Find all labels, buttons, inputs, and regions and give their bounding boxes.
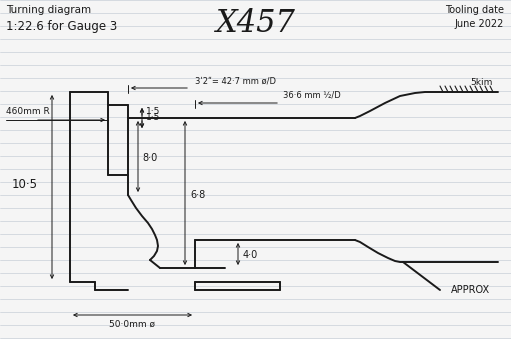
Text: 10·5: 10·5 bbox=[12, 179, 38, 192]
Text: 460mm R: 460mm R bbox=[6, 107, 50, 116]
Text: 1:22.6 for Gauge 3: 1:22.6 for Gauge 3 bbox=[6, 20, 117, 33]
Text: APPROX: APPROX bbox=[451, 285, 490, 295]
Text: X457: X457 bbox=[216, 8, 296, 39]
Text: 1·5: 1·5 bbox=[146, 107, 160, 117]
Text: 8·0: 8·0 bbox=[142, 153, 157, 163]
Text: 3ʹ2ʺ= 42·7 mm ø/D: 3ʹ2ʺ= 42·7 mm ø/D bbox=[195, 76, 276, 85]
Text: 4·0: 4·0 bbox=[243, 250, 258, 260]
Text: 36·6 mm ½/D: 36·6 mm ½/D bbox=[283, 91, 341, 100]
Text: 5kim: 5kim bbox=[470, 78, 493, 87]
Text: 6·8: 6·8 bbox=[190, 190, 205, 200]
Text: 50·0mm ø: 50·0mm ø bbox=[109, 320, 155, 329]
Text: 1·5: 1·5 bbox=[146, 114, 160, 122]
Text: Tooling date
June 2022: Tooling date June 2022 bbox=[445, 5, 504, 29]
Text: Turning diagram: Turning diagram bbox=[6, 5, 91, 15]
